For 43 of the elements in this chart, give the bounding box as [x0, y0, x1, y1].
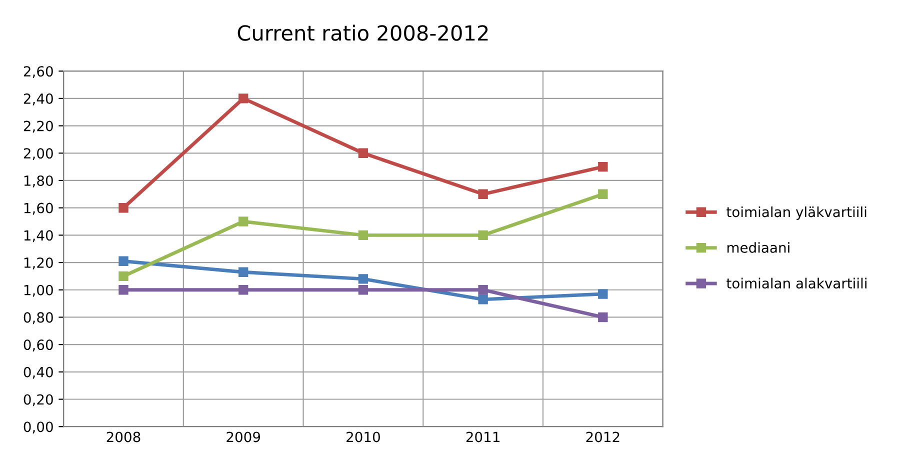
point: [598, 162, 608, 172]
x-tick-label: 2010: [346, 432, 380, 442]
point: [358, 230, 368, 240]
y-tick-label: 1,20: [24, 257, 53, 270]
y-tick-label: 2,40: [24, 93, 53, 106]
x-tick-label: 2012: [586, 432, 620, 442]
point: [598, 312, 608, 322]
y-tick-label: 0,80: [24, 312, 53, 324]
y-tick-label: 0,60: [24, 340, 53, 352]
point: [238, 285, 248, 295]
point: [358, 274, 368, 284]
point: [478, 294, 488, 304]
point: [598, 189, 608, 200]
y-tick-label: 0,20: [24, 394, 53, 406]
legend-label: mediaani: [727, 242, 790, 253]
point: [118, 271, 128, 282]
legend-label: toimialan yläkvartiili: [726, 206, 866, 220]
y-tick-label: 2,00: [24, 148, 53, 160]
chart-title: Current ratio 2008-2012: [238, 24, 488, 41]
point: [238, 94, 248, 104]
point: [358, 148, 368, 158]
y-tick-label: 2,20: [24, 120, 53, 133]
y-tick-label: 2,60: [24, 66, 53, 78]
point: [118, 256, 128, 266]
y-tick-label: 1,40: [24, 230, 53, 242]
point: [358, 285, 368, 295]
point: [478, 189, 488, 200]
y-tick-label: 0,00: [24, 422, 53, 434]
point: [238, 267, 248, 277]
y-tick-label: 1,00: [24, 284, 53, 297]
point: [478, 285, 488, 295]
legend-label: toimialan alakvartiili: [726, 278, 866, 289]
x-tick-label: 2008: [106, 432, 140, 442]
x-tick-label: 2009: [226, 432, 260, 442]
y-tick-label: 1,60: [24, 202, 53, 215]
point: [478, 230, 488, 240]
x-tick-label: 2011: [466, 432, 500, 442]
y-tick-label: 1,80: [24, 175, 53, 188]
point: [598, 289, 608, 299]
point: [118, 202, 128, 213]
point: [118, 285, 128, 295]
y-tick-label: 0,40: [24, 366, 53, 379]
point: [238, 216, 248, 226]
